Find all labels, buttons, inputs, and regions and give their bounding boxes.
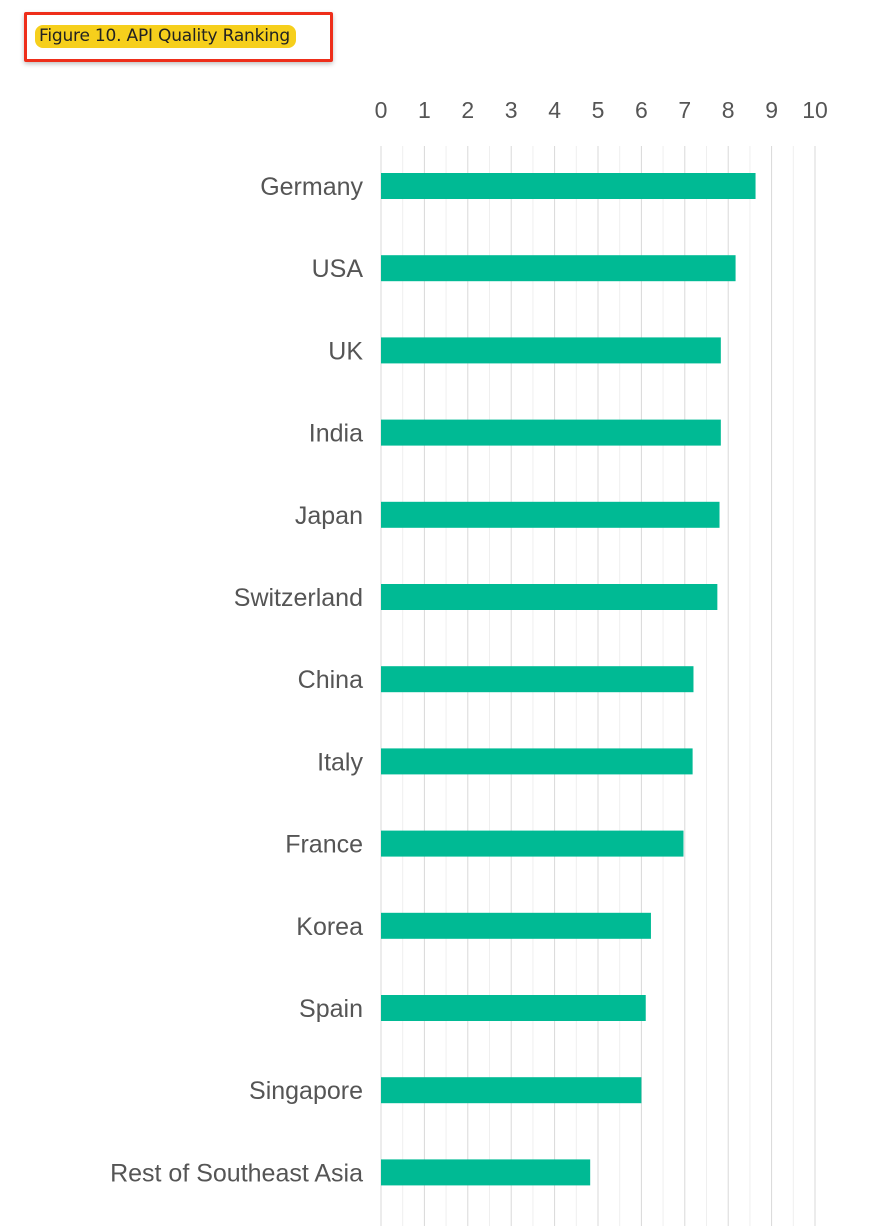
bar — [381, 830, 684, 857]
category-label: Spain — [299, 995, 363, 1023]
category-label: Singapore — [249, 1077, 363, 1105]
x-tick-label: 0 — [375, 97, 388, 123]
bar — [381, 912, 651, 939]
bar — [381, 584, 718, 610]
bar — [381, 1159, 591, 1186]
x-tick-label: 6 — [635, 97, 648, 123]
figure-caption: Figure 10. API Quality Ranking — [35, 25, 296, 48]
category-label: China — [298, 666, 363, 694]
category-label: Korea — [296, 913, 363, 941]
bar — [381, 666, 694, 693]
bar — [381, 748, 693, 775]
category-label: Italy — [317, 748, 363, 776]
x-tick-label: 10 — [802, 97, 828, 123]
x-tick-label: 2 — [461, 97, 474, 123]
x-axis-ticks: 0 1 2 3 4 5 6 7 8 9 10 — [375, 97, 828, 123]
x-tick-label: 8 — [722, 97, 735, 123]
x-tick-label: 5 — [592, 97, 605, 123]
x-tick-label: 7 — [678, 97, 691, 123]
category-label: France — [285, 831, 363, 859]
x-tick-label: 1 — [418, 97, 431, 123]
figure-caption-box: Figure 10. API Quality Ranking — [24, 12, 333, 62]
category-label: India — [309, 420, 363, 448]
category-label: Germany — [260, 173, 363, 201]
bar — [381, 1077, 642, 1104]
category-label: USA — [312, 255, 364, 283]
bars — [381, 173, 756, 1186]
category-labels: Germany USA UK India Japan Switzerland China It… — [110, 173, 363, 1187]
bar — [381, 419, 721, 446]
category-label: Rest of Southeast Asia — [110, 1159, 363, 1187]
x-tick-label: 4 — [548, 97, 561, 123]
x-tick-label: 9 — [765, 97, 778, 123]
bar — [381, 501, 720, 528]
bar — [381, 337, 721, 364]
bar — [381, 173, 756, 199]
category-label: Switzerland — [234, 584, 363, 612]
category-label: UK — [328, 337, 363, 365]
bar — [381, 255, 736, 282]
bar — [381, 995, 646, 1021]
x-tick-label: 3 — [505, 97, 518, 123]
category-label: Japan — [295, 502, 363, 530]
